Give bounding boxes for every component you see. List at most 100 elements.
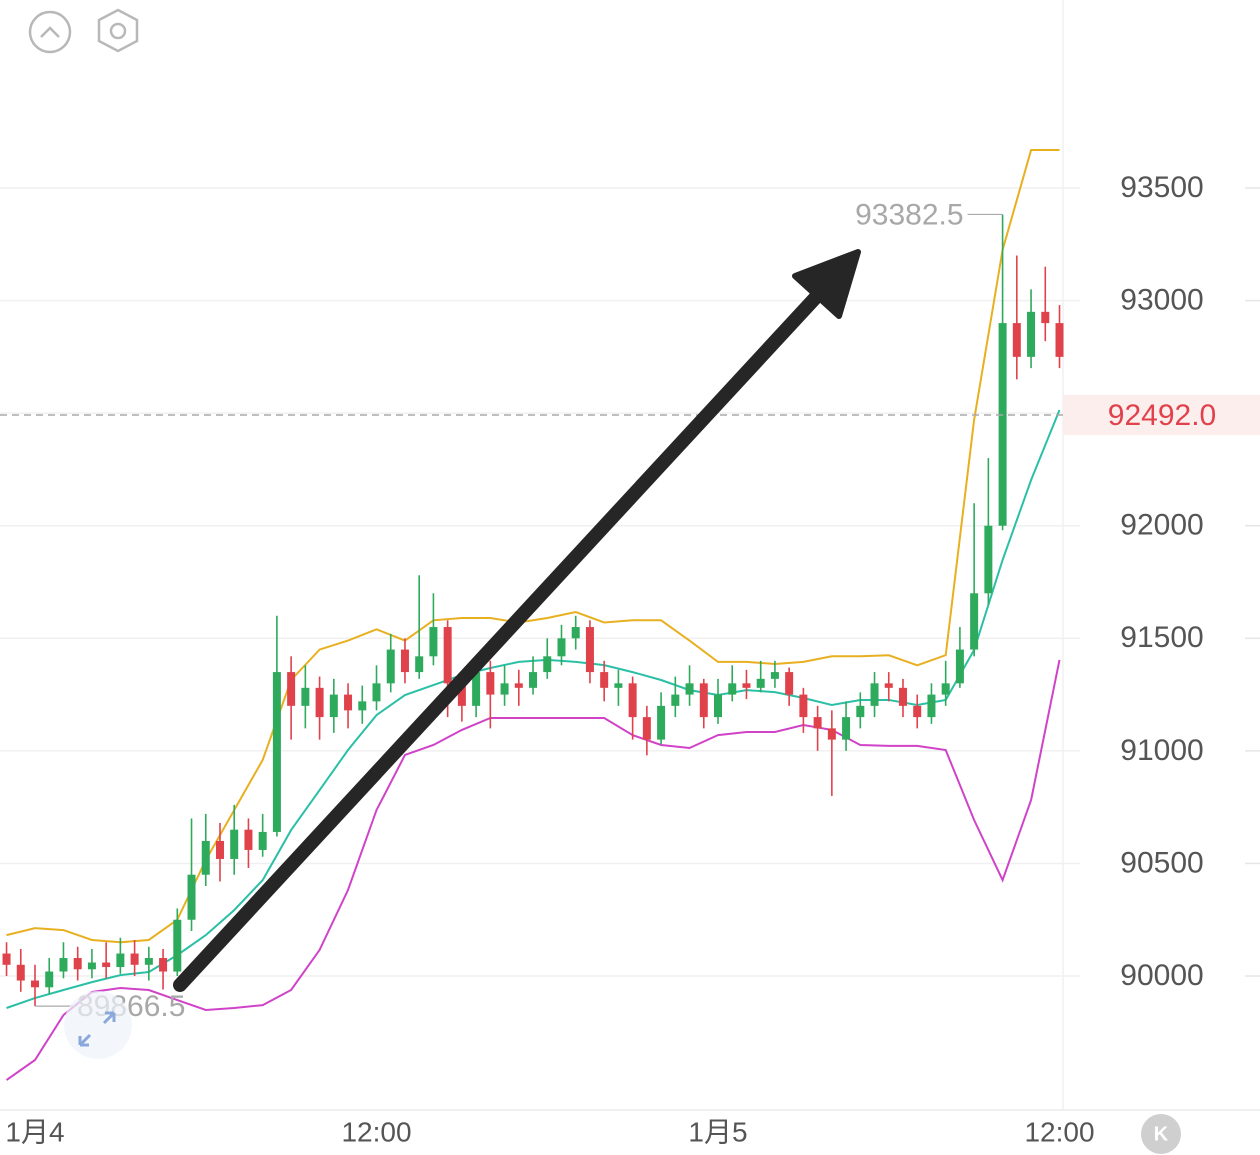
candle-body [600, 672, 609, 688]
candle-body [614, 683, 623, 688]
candle-body [714, 694, 723, 718]
candle-body [329, 694, 338, 718]
candle-body [144, 958, 153, 965]
candle-body [301, 687, 310, 706]
candle-body [400, 649, 409, 673]
candle-body [159, 958, 168, 972]
candle-body [272, 672, 281, 832]
candle-body [457, 683, 466, 706]
kline-button[interactable]: K [1141, 1114, 1181, 1154]
candle-body [59, 958, 68, 972]
band-upper [6, 149, 1060, 944]
candle-body [842, 717, 851, 740]
icon-arrows [78, 1011, 116, 1047]
last-price-box [1063, 394, 1260, 435]
candle-body [386, 649, 395, 684]
arrow-shaft [173, 289, 824, 992]
candle-body [529, 672, 538, 688]
candle-body [642, 717, 651, 740]
candle-body [258, 831, 267, 850]
candle-body [187, 874, 196, 920]
icon-chevron [40, 26, 60, 38]
candle-body [173, 919, 182, 972]
button-circle [1141, 1114, 1181, 1154]
candle-body [884, 683, 893, 688]
candle-body [415, 656, 424, 673]
candle-body [671, 694, 680, 706]
icon-circle [28, 10, 72, 54]
candle-body [571, 627, 580, 639]
candle-body [372, 683, 381, 702]
candle-body [628, 683, 637, 718]
candle-body [472, 672, 481, 706]
trend-arrow [173, 249, 861, 992]
candle-body [785, 672, 794, 695]
band-lower [5, 659, 1061, 1081]
x-tick-label: 12:00 [341, 1116, 411, 1147]
candle-body [244, 829, 253, 850]
candle-body [443, 627, 452, 684]
last-price-label: 92492.0 [1108, 399, 1216, 432]
candle-body [770, 672, 779, 679]
candle-body [344, 694, 353, 711]
candle-body [827, 728, 836, 740]
candle-body [201, 840, 210, 875]
candle-body [927, 694, 936, 718]
candle-body [130, 953, 139, 965]
candle-body [1027, 311, 1036, 357]
x-tick-label: 1月4 [5, 1116, 64, 1147]
candle-body [1041, 311, 1050, 324]
labels: 9000090500910009150092000925009300093500… [0, 171, 1260, 1147]
candle-body [500, 683, 509, 695]
candle-body [16, 964, 25, 981]
candle-body [557, 638, 566, 657]
x-tick-label: 1月5 [688, 1116, 747, 1147]
y-tick-label: 93500 [1120, 171, 1203, 204]
candle-body [585, 627, 594, 673]
candle-body [429, 627, 438, 657]
candle-body [31, 980, 40, 988]
candle-body [970, 593, 979, 650]
y-tick-label: 93000 [1120, 283, 1203, 316]
candle-body [45, 971, 54, 988]
candle-body [657, 705, 666, 740]
collapse-icon[interactable] [28, 10, 72, 54]
candle-body [1055, 323, 1064, 357]
arrow-head [792, 249, 861, 319]
candle-body [514, 683, 523, 688]
candle-body [813, 717, 822, 729]
y-tick-label: 90500 [1120, 846, 1203, 879]
candle-body [358, 701, 367, 711]
candle-body [1012, 323, 1021, 357]
candle-body [728, 683, 737, 695]
candles [2, 214, 1064, 1007]
icon-dot [109, 22, 127, 40]
candle-body [699, 683, 708, 718]
expand-icon[interactable] [64, 991, 132, 1059]
annotation-label: 93382.5 [855, 198, 963, 231]
candle-body [543, 656, 552, 673]
icon-bg [64, 991, 132, 1059]
candle-body [955, 649, 964, 684]
y-tick-label: 90000 [1120, 959, 1203, 992]
y-tick-label: 91500 [1120, 621, 1203, 654]
candle-body [73, 958, 82, 970]
candle-body [742, 683, 751, 688]
candle-body [215, 840, 224, 859]
grid [0, 187, 1260, 977]
candle-body [856, 705, 865, 718]
icon-hexagon [97, 8, 139, 53]
candle-body [941, 683, 950, 695]
candle-body [2, 953, 11, 965]
settings-icon[interactable] [97, 8, 139, 53]
candle-body [984, 525, 993, 594]
candle-body [898, 687, 907, 706]
button-label: K [1154, 1123, 1169, 1145]
candle-body [913, 705, 922, 718]
candle-body [315, 687, 324, 718]
candle-body [287, 672, 296, 706]
candle-body [116, 953, 125, 968]
candle-body [799, 694, 808, 718]
y-tick-label: 92000 [1120, 509, 1203, 542]
